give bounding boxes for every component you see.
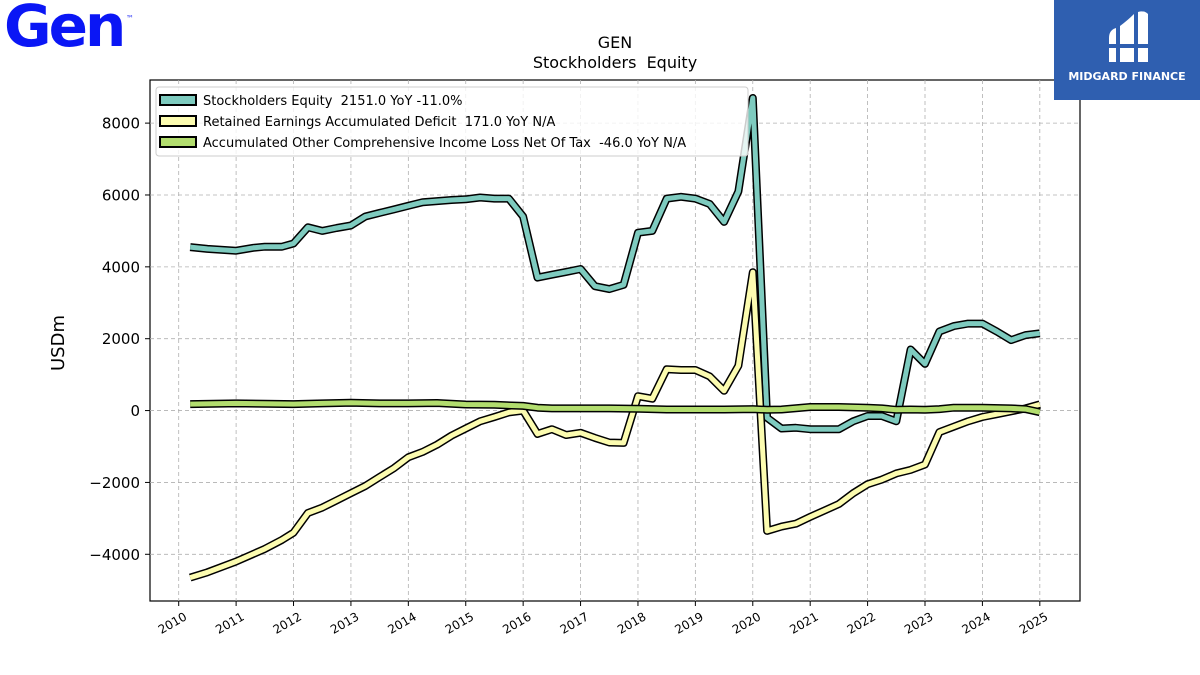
- y-tick-label: 8000: [102, 115, 140, 133]
- x-tick-label: 2020: [730, 609, 763, 636]
- legend-label: Retained Earnings Accumulated Deficit 17…: [203, 115, 555, 130]
- series-lines: [189, 94, 1041, 582]
- x-tick-label: 2021: [787, 609, 820, 636]
- legend-swatch: [159, 94, 197, 106]
- y-axis-label: USDm: [48, 315, 69, 371]
- y-tick-label: 6000: [102, 186, 140, 204]
- x-tick-label: 2022: [845, 609, 878, 636]
- x-tick-label: 2018: [615, 609, 648, 636]
- trademark-symbol: ™: [126, 14, 134, 23]
- x-tick-label: 2014: [385, 609, 418, 636]
- legend-label: Accumulated Other Comprehensive Income L…: [203, 136, 686, 151]
- gen-logo: Gen: [4, 0, 126, 60]
- y-tick-label: 4000: [102, 258, 140, 276]
- x-tick-label: 2019: [672, 609, 705, 636]
- y-tick-label: 0: [130, 402, 140, 420]
- series-line-0: [189, 95, 1041, 432]
- plot-area: [149, 79, 1081, 602]
- y-tick-label: −2000: [89, 474, 140, 492]
- y-tick-label: −4000: [89, 546, 140, 564]
- legend-label: Stockholders Equity 2151.0 YoY -11.0%: [203, 94, 463, 109]
- series-line-1: [189, 269, 1041, 580]
- chart-title: GEN: [598, 33, 632, 52]
- legend: Stockholders Equity 2151.0 YoY -11.0% Ret…: [155, 86, 749, 157]
- x-tick-label: 2012: [271, 609, 304, 636]
- x-tick-label: 2015: [443, 609, 476, 636]
- x-tick-label: 2025: [1017, 609, 1050, 636]
- chart-subtitle: Stockholders Equity: [533, 53, 697, 72]
- x-tick-label: 2011: [213, 609, 246, 636]
- x-tick-label: 2010: [156, 609, 189, 636]
- midgard-finance-logo: MIDGARD FINANCE: [1054, 0, 1200, 100]
- midgard-emblem-icon: [1104, 11, 1152, 63]
- watermark-text: MIDGARD FINANCE: [1068, 70, 1186, 83]
- legend-swatch: [159, 115, 197, 127]
- legend-swatch: [159, 136, 197, 148]
- series-line-2: [190, 400, 1041, 415]
- legend-box: [155, 86, 749, 157]
- y-tick-label: 2000: [102, 330, 140, 348]
- x-tick-label: 2013: [328, 609, 361, 636]
- x-tick-label: 2017: [558, 609, 591, 636]
- x-tick-label: 2024: [959, 609, 992, 636]
- x-tick-label: 2023: [902, 609, 935, 636]
- x-tick-label: 2016: [500, 609, 533, 636]
